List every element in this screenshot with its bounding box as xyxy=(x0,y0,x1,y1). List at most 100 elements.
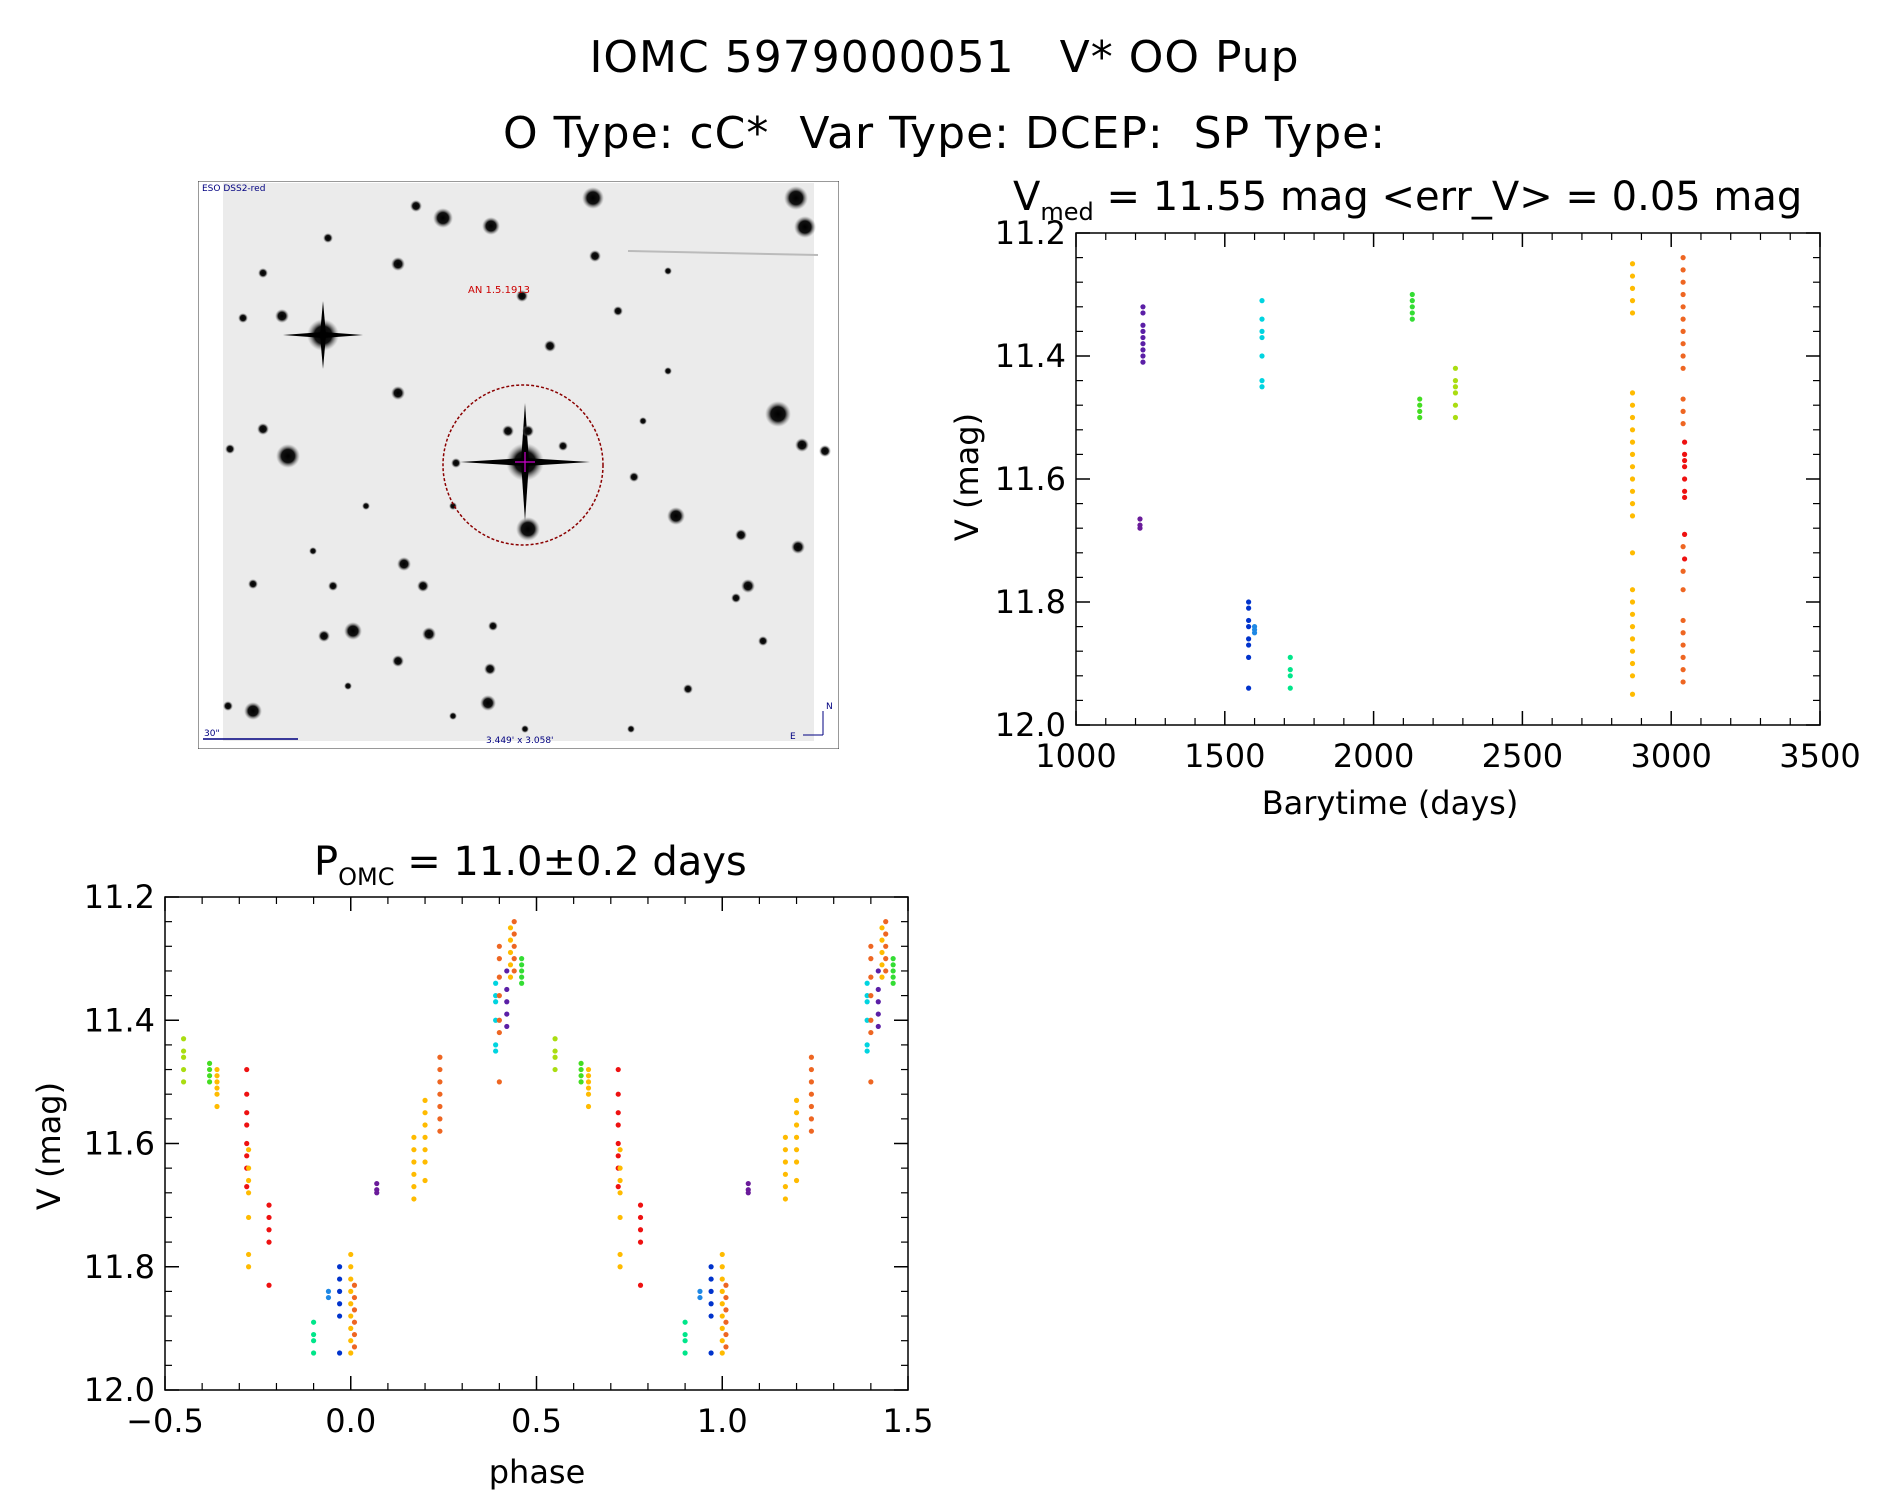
ph-series-p31 xyxy=(719,1251,725,1356)
ph-data-point xyxy=(808,1066,815,1073)
lc-data-point xyxy=(1251,624,1258,630)
ph-data-point xyxy=(585,1066,592,1073)
ph-data-point xyxy=(311,1331,317,1338)
ph-data-point xyxy=(552,1048,558,1054)
object-type-line: O Type: cC* Var Type: DCEP: SP Type: xyxy=(502,108,1387,159)
ph-data-point xyxy=(311,1319,317,1325)
ph-series-p19 xyxy=(507,925,514,980)
lc-data-point xyxy=(1629,488,1636,494)
lc-data-point xyxy=(1287,673,1293,679)
ph-data-point xyxy=(244,1165,250,1171)
survey-label: ESO DSS2-red xyxy=(202,184,265,194)
ph-data-point xyxy=(708,1288,714,1294)
lc-data-point xyxy=(1246,599,1252,605)
ph-data-point xyxy=(808,1128,815,1134)
ph-data-point xyxy=(244,1122,250,1128)
lc-data-point xyxy=(1140,359,1146,365)
lc-data-point xyxy=(1629,390,1636,396)
lc-data-point xyxy=(1680,568,1686,574)
lc-data-point xyxy=(1452,365,1459,371)
lc-data-point xyxy=(1140,353,1146,359)
ph-data-point xyxy=(511,919,517,925)
ph-data-point xyxy=(719,1350,725,1356)
ph-data-point xyxy=(519,974,525,980)
ph-series-p35 xyxy=(793,1097,800,1184)
ph-data-point xyxy=(578,1060,584,1066)
ph-series-p22 xyxy=(552,1036,558,1073)
ph-data-point xyxy=(348,1325,354,1331)
ph-data-point xyxy=(206,1079,213,1085)
lc-data-point xyxy=(1629,476,1636,482)
ph-data-point xyxy=(808,1103,815,1110)
lc-data-point xyxy=(1680,421,1686,427)
lc-ylabel: V (mag) xyxy=(948,413,986,541)
ph-data-point xyxy=(496,993,502,999)
ph-series-p25 xyxy=(615,1066,621,1190)
lc-data-point xyxy=(1259,384,1265,390)
ph-data-point xyxy=(245,1165,252,1171)
lc-data-point xyxy=(1680,279,1686,285)
ph-data-point xyxy=(245,1177,252,1184)
lc-data-point xyxy=(1246,642,1252,648)
ph-ytick-label: 11.6 xyxy=(84,1125,155,1163)
ph-data-point xyxy=(422,1110,428,1116)
ph-data-point xyxy=(808,1091,815,1097)
lc-data-point xyxy=(1140,328,1146,334)
lc-xtick-label: 3500 xyxy=(1779,737,1860,775)
ph-series-p41 xyxy=(883,919,889,974)
ph-series-p32 xyxy=(723,1282,729,1350)
ph-data-point xyxy=(311,1350,317,1356)
lc-data-point xyxy=(1452,414,1459,421)
compass-east-label: E xyxy=(790,732,796,742)
ph-data-point xyxy=(422,1177,428,1184)
ph-data-point xyxy=(782,1159,789,1165)
ph-data-point xyxy=(745,1190,751,1196)
ph-data-point xyxy=(585,1085,592,1091)
lc-series-g10 xyxy=(1629,261,1636,697)
compass xyxy=(803,711,824,736)
ph-data-point xyxy=(507,962,514,968)
ph-data-point xyxy=(266,1282,272,1288)
ph-data-point xyxy=(723,1319,729,1325)
ph-data-point xyxy=(864,1042,870,1048)
ph-data-point xyxy=(374,1180,380,1187)
ph-data-point xyxy=(808,1079,815,1085)
ph-data-point xyxy=(637,1214,644,1221)
ph-series-p39 xyxy=(875,968,881,1030)
ph-data-point xyxy=(617,1190,623,1196)
ph-data-point xyxy=(493,1017,499,1023)
ph-data-point xyxy=(578,1079,584,1085)
lc-data-point xyxy=(1680,304,1686,310)
ph-data-point xyxy=(637,1282,644,1288)
ph-data-point xyxy=(206,1066,213,1073)
ph-title-sub: OMC xyxy=(338,863,394,891)
ph-data-point xyxy=(348,1350,354,1356)
lc-data-point xyxy=(1409,316,1415,322)
ph-data-point xyxy=(708,1301,714,1307)
ph-series-p18 xyxy=(504,968,510,1030)
lc-data-point xyxy=(1452,378,1459,384)
lc-data-point xyxy=(1452,390,1459,396)
ph-data-point xyxy=(723,1344,729,1350)
lc-data-point xyxy=(1287,667,1293,673)
ph-data-point xyxy=(348,1288,354,1294)
lc-data-point xyxy=(1681,476,1688,482)
lc-data-point xyxy=(1680,408,1686,414)
ph-data-point xyxy=(808,1054,815,1060)
ph-data-point xyxy=(266,1202,272,1208)
ph-series-p42 xyxy=(890,956,896,986)
ph-data-point xyxy=(615,1110,621,1116)
ph-series-p14 xyxy=(422,1097,428,1184)
ph-data-point xyxy=(337,1350,343,1356)
ph-xtick-label: 0.5 xyxy=(511,1402,562,1440)
ph-data-point xyxy=(708,1350,714,1356)
ph-data-point xyxy=(507,925,514,931)
ph-data-point xyxy=(422,1159,428,1165)
ph-data-point xyxy=(504,1011,510,1017)
lc-data-point xyxy=(1137,525,1143,531)
ph-data-point xyxy=(585,1103,592,1110)
lc-ytick-label: 12.0 xyxy=(995,706,1066,744)
ph-plot-frame xyxy=(164,896,909,1391)
ph-data-point xyxy=(615,1184,621,1190)
ph-xtick-label: 0.0 xyxy=(325,1402,376,1440)
